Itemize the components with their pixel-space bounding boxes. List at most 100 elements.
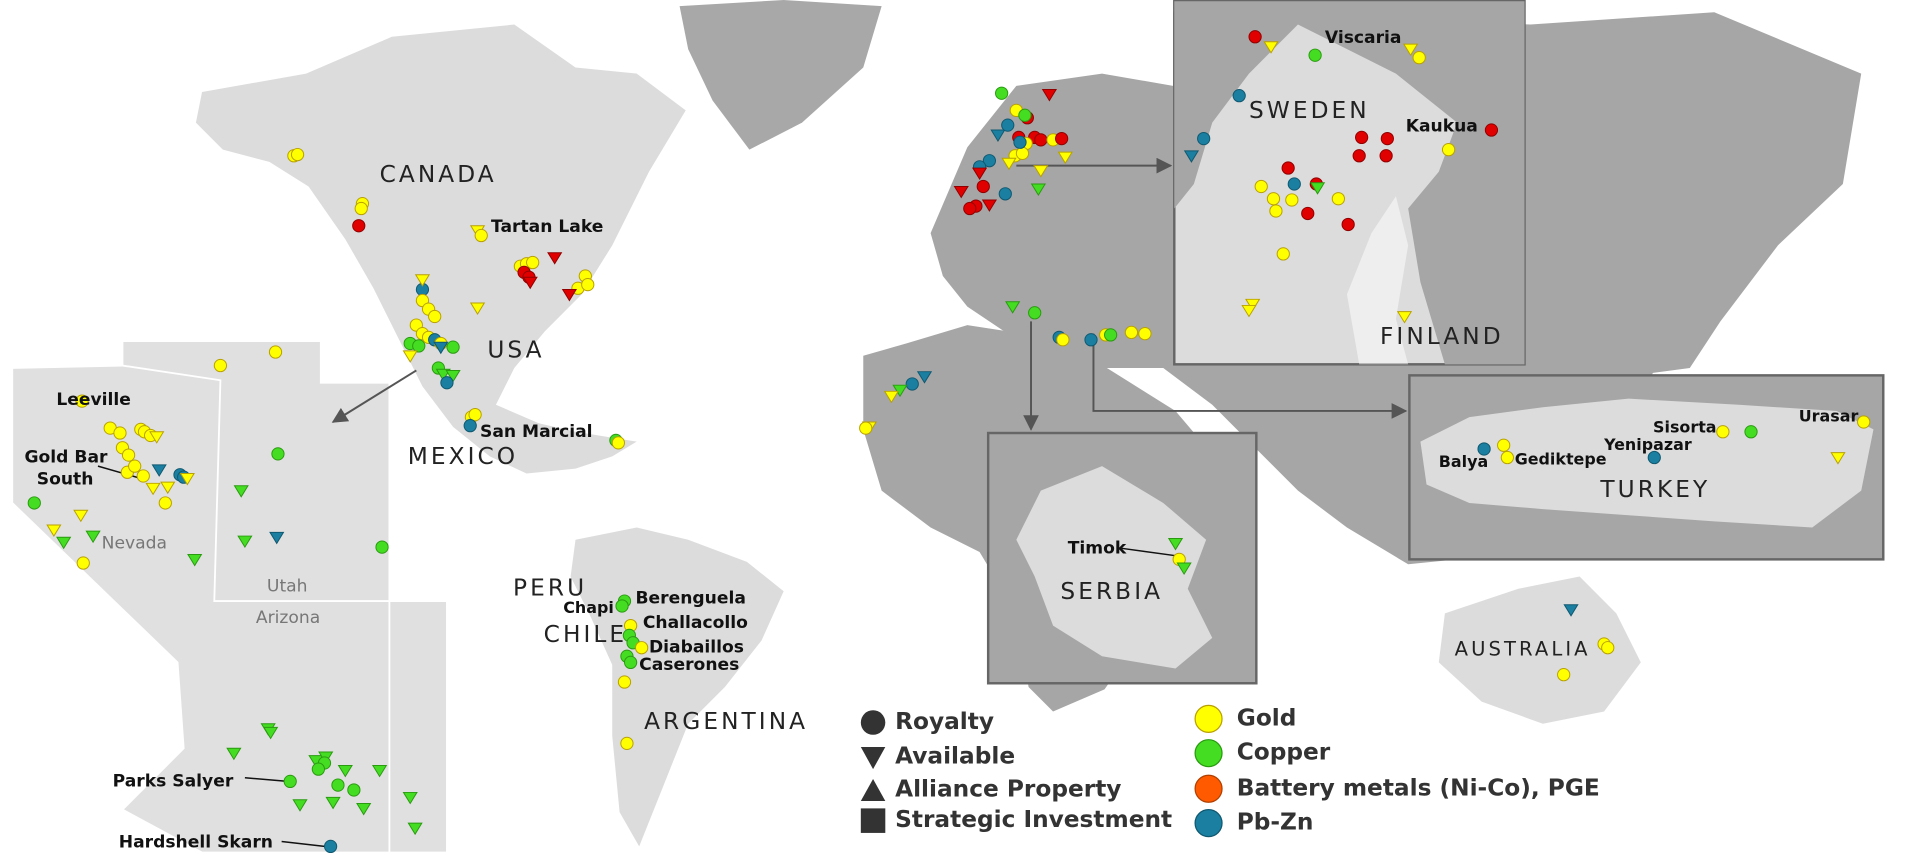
property-marker (1028, 306, 1042, 320)
property-marker (1484, 123, 1499, 137)
property-marker (283, 774, 297, 789)
property-marker (1001, 118, 1015, 132)
turkey-land (1420, 398, 1874, 528)
greenland (679, 0, 882, 150)
property-marker (1352, 149, 1366, 163)
property-marker (85, 530, 101, 544)
property-marker (1104, 328, 1118, 342)
property-marker (446, 340, 460, 354)
property-marker (1254, 179, 1268, 194)
state-label: Arizona (256, 608, 320, 628)
property-marker (1309, 182, 1326, 195)
site-label: Leeville (56, 390, 131, 410)
property-marker (121, 448, 136, 462)
state-border (122, 364, 391, 853)
property-marker (635, 641, 649, 655)
site-label: San Marcial (480, 422, 593, 442)
inset-arrow (331, 369, 417, 423)
markers (27, 30, 1871, 854)
property-marker (136, 469, 150, 483)
property-marker (1276, 247, 1290, 261)
property-marker (1015, 146, 1030, 160)
property-marker (268, 345, 283, 359)
property-marker (1018, 108, 1032, 122)
property-marker (433, 341, 449, 355)
property-marker (269, 531, 285, 545)
property-marker (1183, 150, 1200, 163)
property-marker (1716, 425, 1730, 439)
legend-label: Strategic Investment (895, 806, 1172, 833)
site-label: Gediktepe (1515, 449, 1607, 468)
site-label: Chapi (563, 598, 614, 617)
property-marker (1441, 143, 1456, 157)
south-america (570, 527, 784, 847)
leader-line (281, 840, 325, 848)
property-marker (347, 783, 361, 797)
property-marker (435, 368, 451, 382)
property-marker (581, 277, 595, 292)
site-label: Viscaria (1325, 28, 1402, 48)
property-marker (1176, 562, 1192, 576)
property-marker (1412, 51, 1426, 65)
property-marker (953, 185, 969, 199)
site-label: Gold Bar (24, 448, 108, 468)
property-marker (428, 309, 442, 324)
property-marker (1308, 48, 1322, 62)
property-marker (1500, 450, 1514, 465)
property-marker (905, 377, 919, 391)
site-label: South (37, 470, 94, 490)
site-label: Sisorta (1653, 418, 1717, 437)
property-marker (445, 369, 461, 383)
country-label: CHILE (544, 621, 628, 648)
legend-label: Pb-Zn (1237, 809, 1314, 836)
country-label: CANADA (380, 161, 497, 188)
country-label: AUSTRALIA (1455, 638, 1591, 661)
property-marker (149, 431, 165, 444)
property-marker (292, 799, 308, 812)
country-label: FINLAND (1380, 323, 1504, 350)
site-label: Diabaillos (649, 638, 744, 658)
country-label: ARGENTINA (644, 708, 808, 735)
property-marker (469, 302, 486, 315)
property-marker (1001, 157, 1017, 171)
property-marker (547, 252, 563, 265)
country-label: SWEDEN (1249, 97, 1370, 124)
property-marker (1241, 304, 1257, 318)
property-marker (226, 747, 242, 761)
property-marker (331, 778, 345, 792)
site-label: Yenipazar (1603, 435, 1692, 454)
property-marker (440, 376, 454, 390)
property-marker (412, 339, 426, 353)
property-marker (1396, 311, 1413, 324)
property-marker (1830, 452, 1846, 465)
property-marker (1557, 668, 1571, 682)
legend-icon (1194, 704, 1223, 733)
serbia-land (1016, 466, 1213, 669)
finland-gulf (1346, 196, 1409, 365)
legend-icon (1194, 739, 1223, 768)
property-marker (971, 167, 988, 181)
property-marker (371, 764, 388, 778)
property-marker (1857, 415, 1871, 429)
property-marker (916, 371, 933, 384)
property-marker (375, 540, 389, 554)
property-marker (1287, 177, 1301, 191)
property-marker (522, 276, 538, 290)
property-marker (179, 473, 195, 486)
property-marker (1497, 438, 1511, 452)
legend-icon (860, 710, 886, 735)
property-marker (1355, 130, 1369, 145)
country-label: USA (487, 336, 544, 363)
site-label: Challacollo (643, 613, 748, 633)
property-marker (160, 481, 176, 495)
property-marker (1056, 333, 1070, 347)
property-marker (982, 154, 996, 168)
property-marker (1167, 538, 1184, 551)
property-marker (76, 556, 90, 570)
property-marker (402, 791, 418, 805)
site-label: Balya (1439, 452, 1488, 471)
property-marker (407, 822, 423, 836)
property-marker (615, 599, 629, 613)
property-marker (311, 762, 325, 776)
